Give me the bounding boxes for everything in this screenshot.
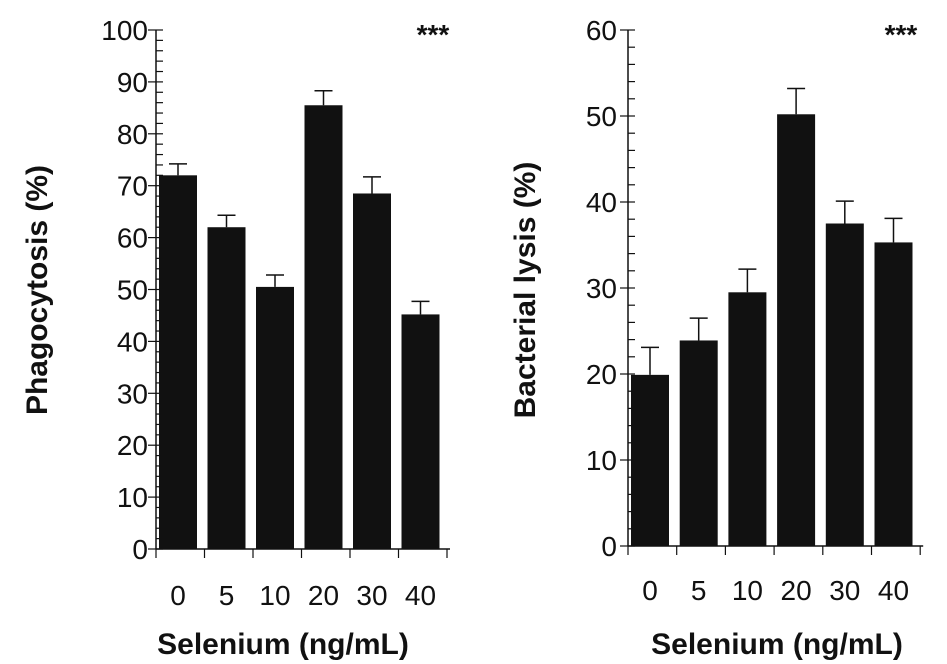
phagocytosis-bar-20 bbox=[304, 105, 343, 549]
bacterial-lysis-significance-label: *** bbox=[885, 19, 918, 50]
phagocytosis-bar-10 bbox=[256, 286, 294, 549]
phagocytosis-y-tick-label: 10 bbox=[117, 482, 148, 513]
bacterial-lysis-y-tick-label: 20 bbox=[586, 359, 617, 390]
phagocytosis-y-tick-label: 0 bbox=[132, 534, 148, 565]
phagocytosis-y-tick-label: 40 bbox=[117, 326, 148, 357]
phagocytosis-y-tick-label: 30 bbox=[117, 378, 148, 409]
phagocytosis-y-tick-label: 100 bbox=[101, 15, 148, 46]
phagocytosis-chart: Phagocytosis (%) Selenium (ng/mL) *** 0 1… bbox=[21, 15, 450, 661]
bacterial-lysis-x-tick-label: 5 bbox=[691, 575, 707, 606]
phagocytosis-x-tick-label: 40 bbox=[405, 580, 436, 611]
phagocytosis-bar-5 bbox=[207, 227, 246, 549]
bacterial-lysis-x-axis-title: Selenium (ng/mL) bbox=[651, 628, 903, 661]
bacterial-lysis-bar-0 bbox=[631, 374, 669, 546]
phagocytosis-bar-30 bbox=[353, 193, 391, 550]
bacterial-lysis-y-tick-label: 10 bbox=[586, 445, 617, 476]
bacterial-lysis-x-tick-label: 30 bbox=[829, 575, 860, 606]
phagocytosis-x-tick-label: 5 bbox=[219, 580, 235, 611]
phagocytosis-bar-40 bbox=[401, 314, 440, 549]
bacterial-lysis-y-tick-label: 50 bbox=[586, 101, 617, 132]
bacterial-lysis-x-tick-label: 0 bbox=[642, 575, 658, 606]
phagocytosis-y-tick-label: 80 bbox=[117, 119, 148, 150]
bacterial-lysis-x-tick-label: 20 bbox=[781, 575, 812, 606]
bacterial-lysis-y-tick-label: 0 bbox=[601, 531, 617, 562]
bacterial-lysis-x-tick-label: 40 bbox=[878, 575, 909, 606]
phagocytosis-y-tick-label: 90 bbox=[117, 67, 148, 98]
phagocytosis-x-tick-label: 10 bbox=[259, 580, 290, 611]
bacterial-lysis-chart: Bacterial lysis (%) Selenium (ng/mL) ***… bbox=[509, 15, 924, 661]
phagocytosis-x-axis-title: Selenium (ng/mL) bbox=[157, 628, 409, 661]
bacterial-lysis-y-tick-label: 30 bbox=[586, 273, 617, 304]
bacterial-lysis-y-tick-label: 60 bbox=[586, 15, 617, 46]
phagocytosis-x-tick-label: 20 bbox=[308, 580, 339, 611]
phagocytosis-y-axis-title: Phagocytosis (%) bbox=[21, 165, 54, 415]
bacterial-lysis-y-axis-title: Bacterial lysis (%) bbox=[509, 162, 542, 419]
phagocytosis-y-tick-label: 50 bbox=[117, 275, 148, 306]
bacterial-lysis-bar-40 bbox=[874, 242, 913, 547]
phagocytosis-x-tick-label: 0 bbox=[170, 580, 186, 611]
phagocytosis-significance-label: *** bbox=[417, 19, 450, 50]
phagocytosis-bar-0 bbox=[159, 175, 197, 549]
phagocytosis-y-tick-label: 20 bbox=[117, 430, 148, 461]
bacterial-lysis-bar-20 bbox=[777, 114, 816, 546]
bacterial-lysis-bar-10 bbox=[728, 292, 767, 546]
bacterial-lysis-bar-30 bbox=[825, 223, 864, 546]
phagocytosis-y-tick-label: 60 bbox=[117, 223, 148, 254]
bacterial-lysis-y-tick-label: 40 bbox=[586, 187, 617, 218]
phagocytosis-x-tick-label: 30 bbox=[356, 580, 387, 611]
bacterial-lysis-bar-5 bbox=[679, 340, 718, 546]
phagocytosis-y-tick-label: 70 bbox=[117, 171, 148, 202]
bacterial-lysis-x-tick-label: 10 bbox=[732, 575, 763, 606]
